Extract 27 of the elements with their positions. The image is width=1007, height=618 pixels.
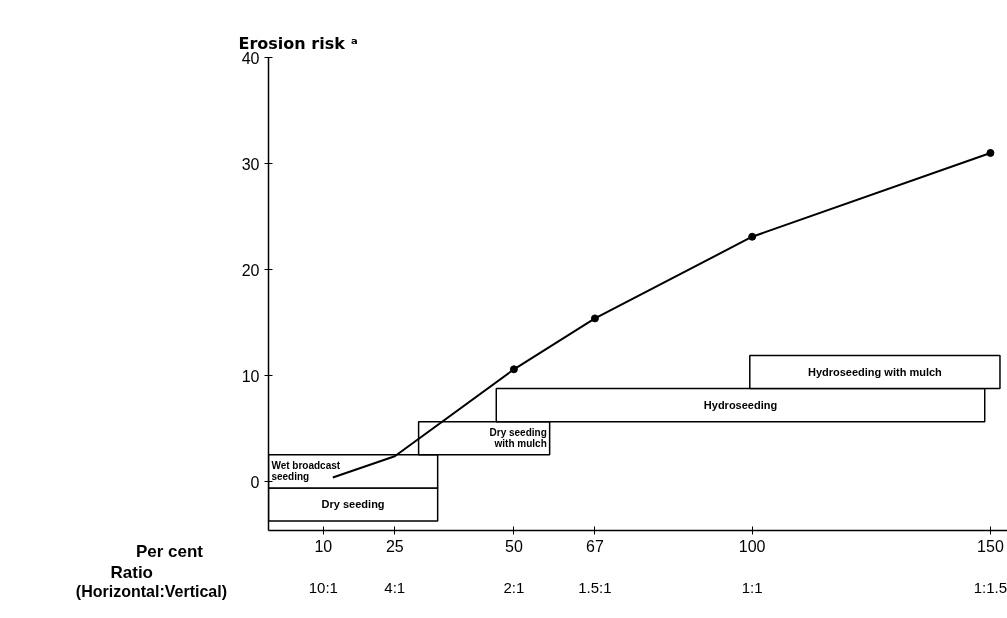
point [748,232,757,241]
x-tick-label: 50 [505,537,523,555]
x-axis-title: Per cent [135,541,203,563]
band-label: Wet broadcast seeding [271,460,341,483]
band-label: Hydroseeding [703,399,778,412]
x-tick-label: 100 [738,537,766,555]
band-label: Dry seeding [321,498,385,511]
text: 1.5:1 [578,578,612,596]
band-label: Hydroseeding with mulch [807,366,943,379]
y-tick-label: 10 [241,367,260,385]
y-tick-label: 20 [241,261,260,279]
x2-axis-title: Ratio (Horizontal:Vertical) [75,562,227,602]
text: 4:1 [384,578,406,596]
text: 1:1.5 [973,578,1007,596]
point [590,314,599,323]
x-tick-label: 67 [586,537,604,555]
text: 10:1 [308,578,338,596]
point [986,148,995,157]
x-tick-label: 10 [314,537,333,555]
text: 2:1 [503,578,525,596]
point [509,365,518,374]
y-tick-label: 0 [250,473,260,491]
text: 1:1 [741,578,763,596]
y-tick-label: 30 [241,155,260,173]
band-label: Dry seeding with mulch [489,427,547,450]
x-tick-label: 25 [385,537,404,555]
x-tick-label: 150 [977,537,1004,555]
